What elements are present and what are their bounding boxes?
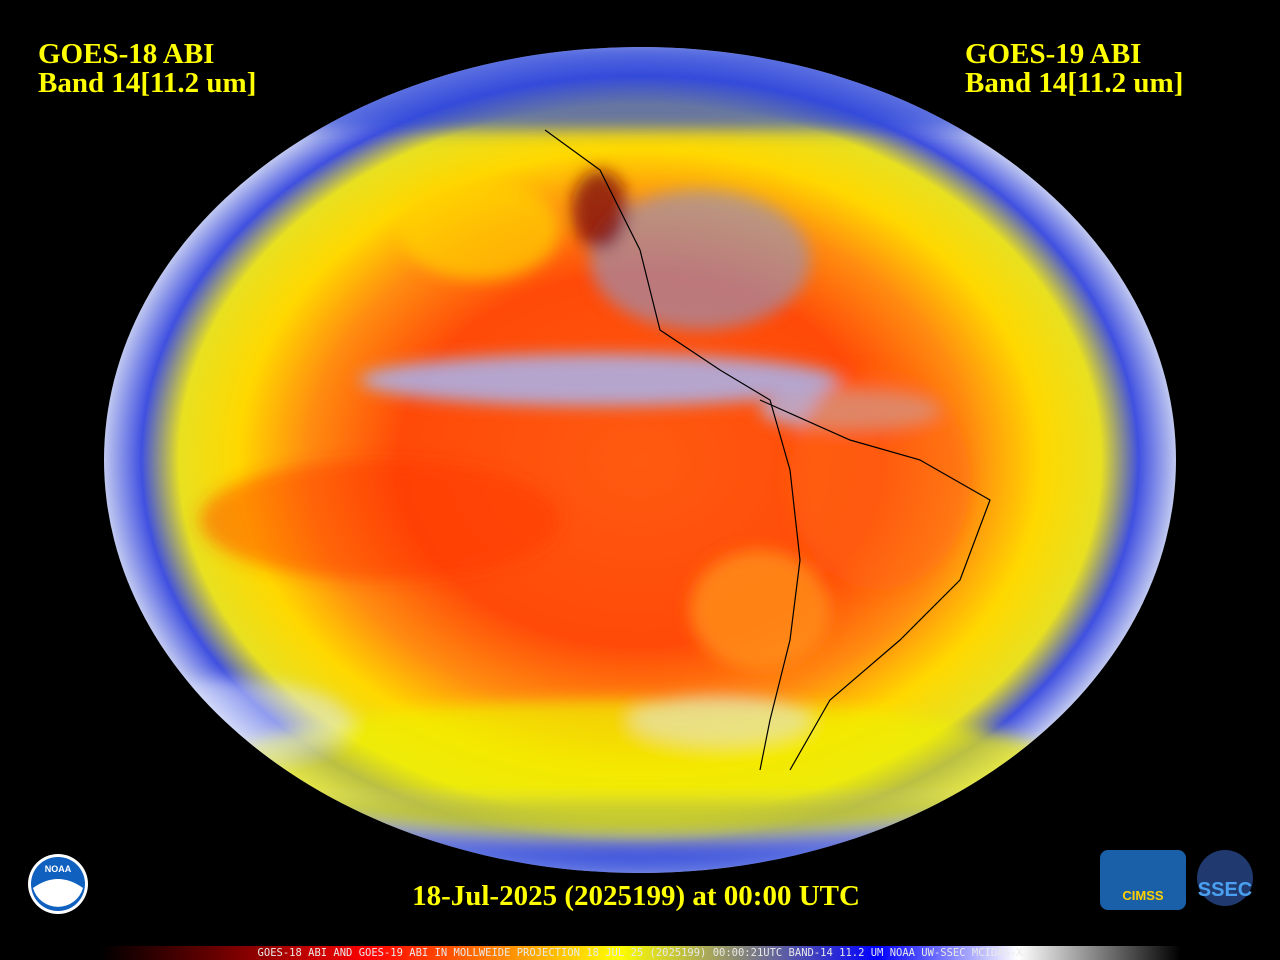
ssec-label: SSEC [1198, 879, 1252, 901]
footer-caption: GOES-18 ABI AND GOES-19 ABI IN MOLLWEIDE… [258, 947, 1024, 959]
ssec-logo: SSEC [1197, 850, 1253, 906]
cimss-label: CIMSS [1122, 888, 1164, 903]
coastline [544, 129, 991, 771]
right-band: Band 14[11.2 um] [965, 67, 1183, 99]
timestamp: 18-Jul-2025 (2025199) at 00:00 UTC [412, 880, 860, 912]
right-title: GOES-19 ABI [965, 38, 1141, 70]
color-bar [100, 946, 1180, 960]
left-title: GOES-18 ABI [38, 38, 214, 70]
noaa-logo: NOAA [28, 854, 88, 914]
left-band: Band 14[11.2 um] [38, 67, 256, 99]
globe [104, 47, 1176, 873]
cimss-logo: CIMSS [1100, 850, 1186, 910]
noaa-label: NOAA [45, 864, 72, 874]
